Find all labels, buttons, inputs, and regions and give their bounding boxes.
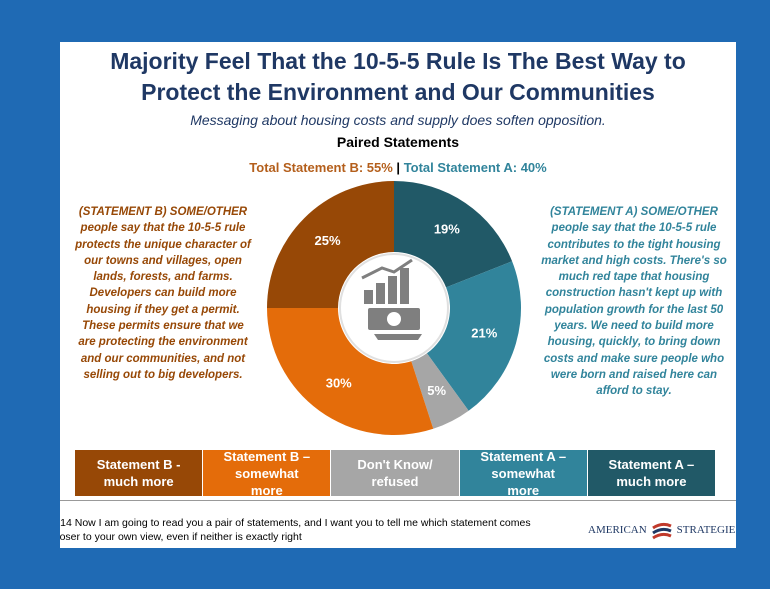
donut-chart: 19% 21% 5% 30% 25% (267, 181, 521, 436)
subtitle: Messaging about housing costs and supply… (190, 112, 606, 128)
separator: | (396, 160, 401, 175)
logo-mark (651, 522, 672, 540)
data-label: 19% (434, 222, 460, 237)
heading: Paired Statements (336, 134, 460, 150)
data-label: 21% (471, 326, 497, 341)
statement-b: (STATEMENT B) SOME/OTHER people say that… (75, 206, 251, 381)
divider (60, 500, 736, 501)
legend-entry: Statement B – somewhat more (203, 449, 331, 498)
logo-right: STRATEGIES (676, 524, 736, 536)
center-icon (339, 253, 449, 363)
total-b: Total Statement B: 55% (249, 160, 393, 175)
logo: AMERICAN STRATEGIES (588, 520, 736, 540)
legend: Statement B - much more Statement B – som… (75, 449, 716, 498)
donut-segment (426, 261, 521, 411)
total-a: Total Statement A: 40% (403, 160, 547, 175)
title: Majority Feel That the 10-5-5 Rule Is Th… (110, 48, 686, 105)
data-label: 25% (315, 233, 341, 248)
footnote: Q14 Now I am going to read you a pair of… (60, 517, 531, 543)
donut-segment (267, 308, 434, 436)
legend-entry: Statement A – much more (587, 450, 716, 496)
statement-a: (STATEMENT A) SOME/OTHER people say that… (541, 206, 727, 398)
legend-entry: Statement A – somewhat more (459, 449, 587, 498)
legend-entry: Statement B - much more (75, 450, 203, 496)
donut-segment (267, 181, 394, 308)
logo-left: AMERICAN (588, 524, 647, 536)
data-label: 5% (427, 383, 446, 398)
donut-segment (394, 181, 513, 288)
donut-segment (411, 353, 469, 429)
totals: Total Statement B: 55% | Total Statement… (60, 160, 736, 175)
data-label: 30% (326, 375, 352, 390)
legend-entry: Don't Know/ refused (331, 450, 459, 496)
slide: 19% 21% 5% 30% 25% Majority Feel That the 10… (60, 42, 736, 548)
